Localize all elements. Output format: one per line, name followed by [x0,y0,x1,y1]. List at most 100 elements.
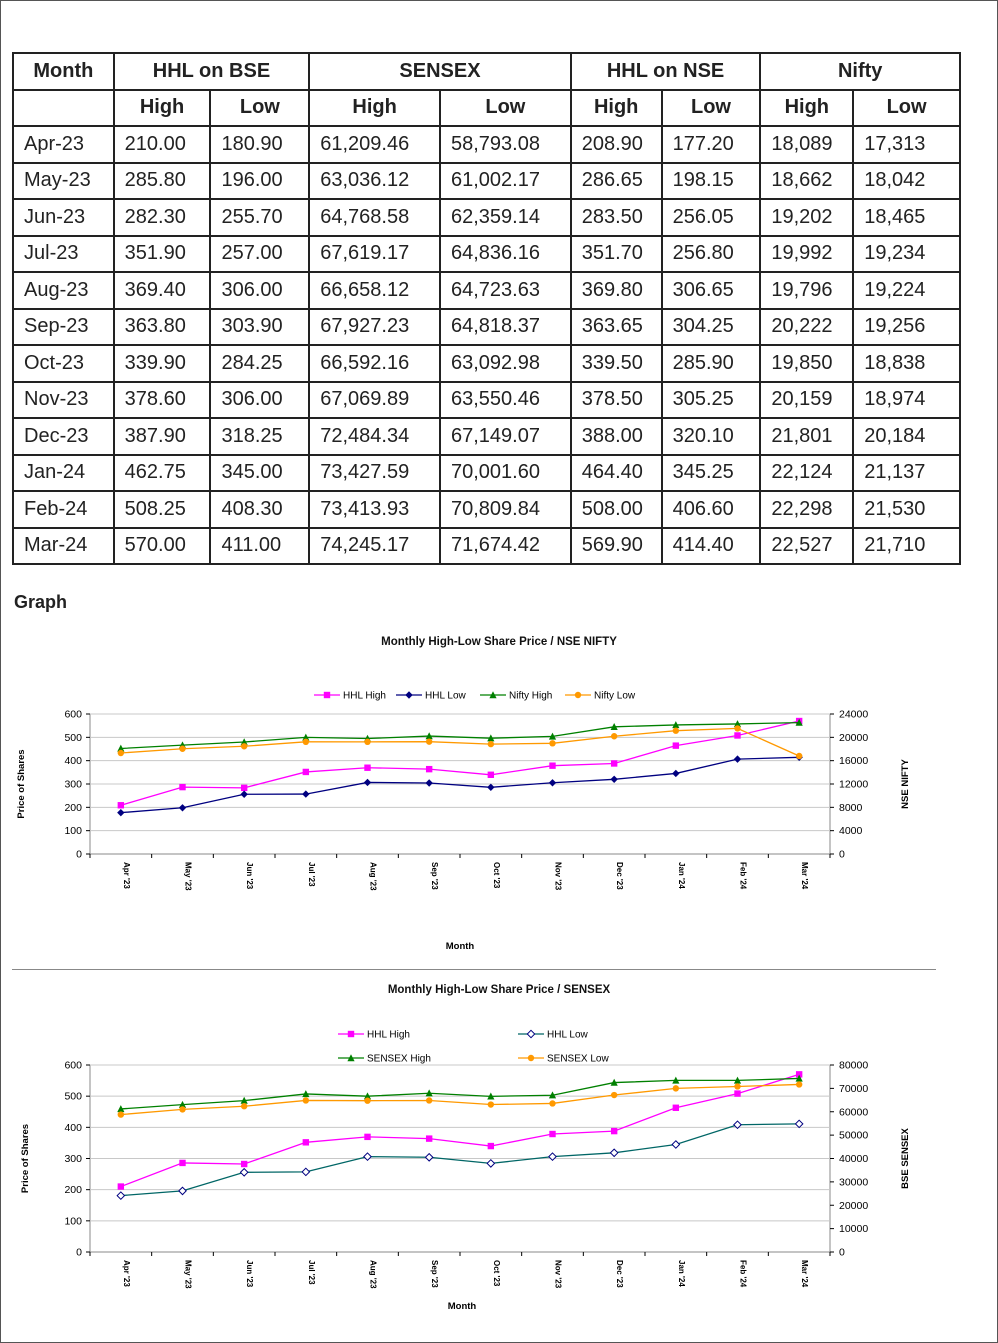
month-cell: Nov-23 [12,380,115,419]
data-point [734,1083,741,1090]
y2-tick-label: 0 [839,1247,845,1259]
month-cell: Jul-23 [12,234,115,273]
value-cell: 19,224 [852,271,961,310]
table-subheader-row: High Low High Low High Low High Low [12,88,961,127]
legend-label: Nifty High [509,691,552,702]
value-cell: 285.80 [112,161,212,200]
data-point [487,1101,495,1108]
legend-label: SENSEX High [367,1054,431,1065]
data-point [610,723,618,731]
value-cell: 22,124 [759,453,855,492]
x-tick-label: Jul '23 [307,862,316,887]
legend-marker [405,691,413,699]
legend-marker [347,1030,355,1038]
y2-tick-label: 24000 [839,709,868,721]
value-cell: 19,796 [759,271,855,310]
subheader-high: High [112,88,212,127]
table-header-row: Month HHL on BSE SENSEX HHL on NSE Nifty [12,52,961,91]
value-cell: 21,137 [852,453,961,492]
x-tick-label: Sep '23 [430,1260,439,1288]
price-table: Month HHL on BSE SENSEX HHL on NSE Nifty… [12,52,961,565]
data-point [240,1160,248,1168]
data-point [179,745,186,752]
y-tick-label: 500 [64,1091,82,1103]
data-point [795,752,803,760]
data-point [486,1159,496,1168]
legend-label: HHL High [367,1030,410,1041]
value-cell: 256.80 [660,234,762,273]
value-cell: 464.40 [569,453,663,492]
chart-sensex: 0 100 200 300 400 500 600 0 10000 20000 30000 40000… [20,1029,911,1313]
data-point [672,742,680,749]
table-row: Sep-23 363.80 303.90 67,927.23 64,818.37 363.… [12,307,961,346]
x-axis-title: Month [448,1301,477,1312]
month-cell: May-23 [12,161,115,200]
data-point [795,1081,803,1088]
data-point [549,1100,556,1107]
legend-label: HHL High [343,691,386,702]
data-point [734,732,741,739]
value-cell: 208.90 [569,125,663,164]
value-cell: 378.60 [112,380,212,419]
y-axis-title: Price of Shares [16,749,27,818]
data-point [425,738,433,745]
value-cell: 64,818.37 [439,307,572,346]
table-row: May-23 285.80 196.00 63,036.12 61,002.17 286.… [12,161,961,200]
data-point [116,1191,126,1201]
y-tick-label: 0 [76,849,82,861]
y-tick-label: 500 [64,732,82,744]
value-cell: 508.25 [112,490,212,529]
value-cell: 256.05 [660,198,762,237]
data-point [302,1139,310,1146]
data-point [672,721,680,729]
month-cell: Mar-24 [12,526,115,565]
data-point [487,1092,495,1100]
series-line [120,1077,800,1110]
x-tick-label: Nov '23 [554,862,563,891]
value-cell: 257.00 [209,234,311,273]
series-line [120,727,800,757]
data-point [795,1074,803,1082]
table-row: Dec-23 387.90 318.25 72,484.34 67,149.07 388.… [12,417,961,456]
value-cell: 17,313 [852,125,961,164]
value-cell: 64,768.58 [308,198,441,237]
month-cell: Aug-23 [12,271,115,310]
data-point [734,725,741,732]
data-point [301,1167,311,1177]
month-cell: Jan-24 [12,453,115,492]
legend-marker [526,1029,536,1039]
data-point [672,1076,680,1084]
value-cell: 18,974 [852,380,961,419]
x-tick-label: Sep '23 [430,862,439,890]
data-point [548,732,557,740]
subheader-low: Low [660,88,762,127]
legend-marker [347,1054,355,1062]
x-tick-label: Oct '23 [492,862,501,889]
x-tick-label: Jun '23 [245,862,254,890]
value-cell: 369.80 [569,271,663,310]
value-cell: 283.50 [569,198,663,237]
y2-tick-label: 80000 [839,1060,868,1072]
value-cell: 67,927.23 [308,307,441,346]
legend-marker [574,691,582,699]
value-cell: 62,359.14 [439,198,572,237]
value-cell: 58,793.08 [439,125,572,164]
x-axis-title: Month [446,941,475,952]
value-cell: 61,002.17 [439,161,572,200]
data-point [425,1097,433,1104]
x-tick-label: Jan '24 [677,1260,686,1287]
value-cell: 73,427.59 [308,453,441,492]
value-cell: 282.30 [112,198,212,237]
value-cell: 255.70 [209,198,311,237]
data-point [549,740,556,747]
value-cell: 67,069.89 [308,380,441,419]
x-tick-label: Nov '23 [554,1260,563,1289]
chart-title-sensex: Monthly High-Low Share Price / SENSEX [387,984,611,996]
y-tick-label: 400 [64,1122,82,1134]
value-cell: 351.70 [569,234,663,273]
month-cell: Jun-23 [12,198,115,237]
data-point [240,743,248,750]
data-point [178,1186,187,1196]
data-point [240,784,248,792]
value-cell: 19,256 [852,307,961,346]
